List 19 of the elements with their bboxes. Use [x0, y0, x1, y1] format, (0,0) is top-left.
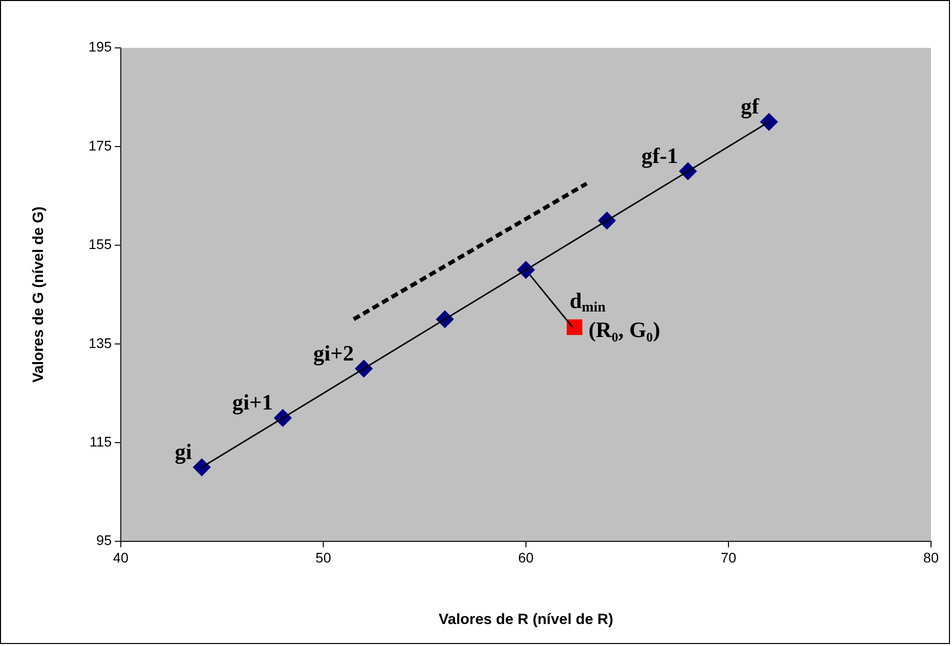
annotation: gi+2: [313, 340, 354, 366]
y-tick-label: 175: [88, 137, 112, 154]
x-tick-label: 50: [316, 550, 332, 566]
y-axis-title: Valores de G (nível de G): [30, 206, 48, 383]
y-tick-label: 95: [96, 532, 112, 548]
y-tick-label: 155: [88, 236, 112, 252]
x-tick-label: 70: [720, 550, 736, 566]
y-tick-label: 115: [90, 433, 112, 450]
annotation: (R₀, G₀): [588, 316, 660, 342]
annotation: gf: [740, 94, 760, 119]
annotation: gi: [174, 439, 192, 464]
annotation: gf-1: [641, 142, 678, 168]
x-tick-label: 80: [923, 550, 940, 566]
x-axis-title: Valores de R (nível de R): [438, 611, 614, 628]
x-tick-label: 60: [518, 550, 534, 566]
annotation: gi+1: [232, 390, 273, 415]
y-tick-label: 135: [88, 334, 112, 351]
y-tick-label: 195: [88, 38, 112, 55]
x-tick-label: 40: [112, 550, 129, 566]
